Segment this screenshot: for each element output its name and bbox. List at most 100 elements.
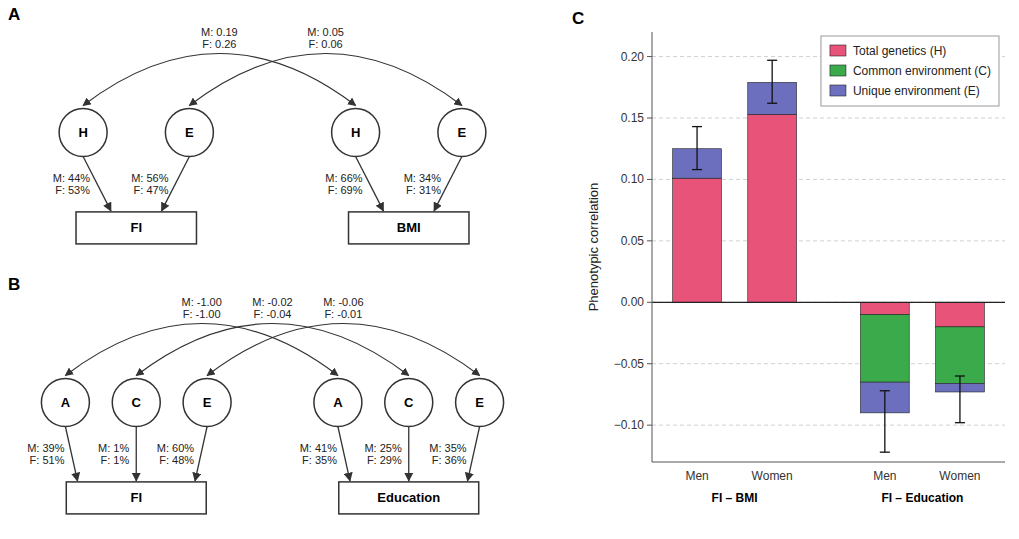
text-line: M: 0.19 (201, 26, 238, 38)
text-line: F: 1% (101, 454, 130, 466)
latent-circle (456, 379, 504, 427)
text-line: M: 25% (364, 442, 402, 454)
error-cap (880, 452, 890, 453)
legend-label: Unique environment (E) (853, 84, 980, 98)
y-axis-line (652, 32, 653, 462)
correlation-arc (136, 324, 409, 376)
text-line: F: 47% (134, 184, 169, 196)
error-cap (767, 103, 777, 104)
latent-label: E (203, 395, 212, 410)
panel-label: C (572, 9, 584, 28)
variance-label: M: 56%F: 47% (131, 172, 169, 196)
x-axis-line (652, 462, 1005, 463)
group-label: FI – BMI (712, 491, 758, 505)
error-stem (772, 60, 773, 103)
text-line: F: -0.04 (254, 308, 292, 320)
tick-label: −0.05 (614, 357, 645, 371)
text-line: F: 69% (328, 184, 363, 196)
observed-label: FI (130, 490, 142, 505)
text-line: F: 0.26 (202, 38, 236, 50)
correlation-label: M: 0.05F: 0.06 (307, 26, 344, 50)
tick-mark (647, 240, 652, 241)
panel-label: A (8, 5, 20, 24)
latent-circle (165, 109, 213, 157)
error-stem (959, 376, 960, 423)
correlation-arc (207, 324, 480, 376)
legend: Total genetics (H)Common environment (C)… (821, 36, 999, 106)
legend-swatch (830, 85, 846, 96)
observed-box (66, 482, 206, 514)
tick-mark (647, 363, 652, 364)
error-bar (692, 127, 702, 170)
error-bar (880, 391, 890, 452)
latent-circle (438, 109, 486, 157)
legend-label: Total genetics (H) (853, 44, 946, 58)
error-cap (692, 169, 702, 170)
path-arrow (408, 427, 409, 481)
tick-label: −0.10 (614, 418, 645, 432)
latent-circle (385, 379, 433, 427)
variance-label: M: 1%F: 1% (98, 442, 129, 466)
bar-segment (860, 315, 909, 383)
text-line: M: 60% (157, 442, 195, 454)
bar-segment (673, 178, 722, 302)
path-arrow (468, 427, 480, 481)
panel-label: B (8, 275, 20, 294)
text-line: M: 56% (131, 172, 169, 184)
variance-label: M: 39%F: 51% (27, 442, 65, 466)
zero-line (652, 302, 1005, 303)
tick-mark (647, 56, 652, 57)
observed-label: Education (377, 490, 440, 505)
text-line: M: 34% (404, 172, 442, 184)
error-cap (767, 60, 777, 61)
text-line: M: 0.05 (307, 26, 344, 38)
latent-label: C (132, 395, 142, 410)
text-line: M: -0.02 (252, 296, 292, 308)
error-bar (767, 60, 777, 103)
latent-circle (41, 379, 89, 427)
text-line: F: 48% (159, 454, 194, 466)
text-line: F: 31% (406, 184, 441, 196)
variance-label: M: 44%F: 53% (53, 172, 91, 196)
path-arrow (136, 427, 137, 481)
text-line: M: 44% (53, 172, 91, 184)
error-cap (955, 375, 965, 376)
latent-circle (59, 109, 107, 157)
variance-label: M: 66%F: 69% (325, 172, 363, 196)
correlation-arc (83, 54, 356, 106)
tick-label: 0.20 (621, 50, 645, 64)
error-cap (955, 422, 965, 423)
error-stem (884, 391, 885, 452)
y-axis-label: Phenotypic correlation (586, 183, 601, 312)
tick-label: 0.00 (621, 295, 645, 309)
text-line: M: -1.00 (181, 296, 221, 308)
path-arrow (65, 427, 77, 481)
bar-chart: C−0.10−0.050.000.050.100.150.20MenWomenM… (572, 9, 1005, 505)
tick-mark (647, 118, 652, 119)
text-line: F: 35% (302, 454, 337, 466)
tick-label: Women (939, 469, 980, 483)
observed-label: BMI (397, 220, 421, 235)
bars (673, 60, 985, 452)
legend-swatch (830, 65, 846, 76)
legend-swatch (830, 45, 846, 56)
error-cap (880, 390, 890, 391)
text-line: F: 51% (30, 454, 65, 466)
figure: AFIHM: 44%F: 53%EM: 56%F: 47%BMIHM: 66%F… (0, 0, 1019, 539)
latent-circle (183, 379, 231, 427)
grid-line (652, 425, 1005, 426)
text-line: F: -0.01 (324, 308, 362, 320)
tick-mark (647, 425, 652, 426)
tick-label: 0.05 (621, 234, 645, 248)
correlation-label: M: -0.02F: -0.04 (252, 296, 292, 320)
tick-label: Men (873, 469, 896, 483)
latent-label: E (475, 395, 484, 410)
text-line: M: 41% (300, 442, 338, 454)
tick-label: Men (685, 469, 708, 483)
error-cap (692, 126, 702, 127)
observed-box (76, 212, 196, 244)
path-diagram: AFIHM: 44%F: 53%EM: 56%F: 47%BMIHM: 66%F… (8, 5, 486, 244)
legend-frame (821, 36, 999, 106)
correlation-arc (189, 54, 462, 106)
grid-line (652, 118, 1005, 119)
